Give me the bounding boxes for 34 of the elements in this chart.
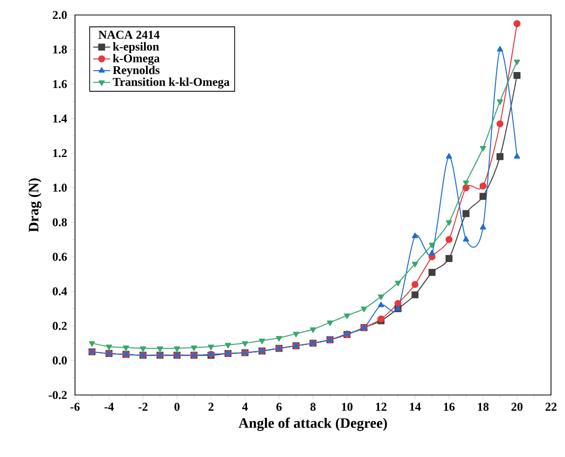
legend-label: k-Omega [112,54,160,65]
y-tick-label: 2.0 [52,10,67,20]
x-tick-label: -6 [70,402,80,411]
x-tick-label: 0 [174,402,180,411]
y-tick-label: 1.8 [53,45,67,54]
x-tick-label: -2 [138,402,148,411]
y-tick-label: 0.0 [52,356,67,365]
y-tick-label: 1.6 [53,80,67,88]
legend-label: k-epsilon [112,42,159,54]
x-tick-label: 18 [478,402,489,411]
x-tick-label: 12 [376,402,386,411]
x-tick-label: 22 [546,402,556,411]
x-tick-label: 6 [276,402,282,411]
legend-title: NACA 2414 [98,30,160,39]
y-tick-label: 0.2 [52,322,67,330]
y-tick-label: 0.6 [52,252,67,261]
legend-label: Reynolds [112,66,160,77]
y-tick-label: -0.2 [48,390,67,400]
y-tick-label: 0.8 [52,218,67,226]
y-tick-label: 1.2 [53,149,67,158]
y-axis-title: Drag (N) [28,178,42,232]
y-tick-label: 1.0 [53,184,67,192]
x-tick-label: 10 [342,402,353,411]
legend-label: Transition k-kl-Omega [112,78,230,88]
x-tick-label: 16 [444,402,455,411]
y-tick-label: 1.4 [53,114,67,123]
x-tick-label: 4 [242,402,248,411]
x-axis-title: Angle of attack (Degree) [238,418,387,431]
x-tick-label: 14 [410,402,421,411]
y-tick-label: 0.4 [52,287,67,296]
x-tick-label: 2 [208,402,214,411]
x-tick-label: 8 [310,402,316,411]
x-tick-label: -4 [104,402,114,411]
x-tick-label: 20 [512,402,523,411]
